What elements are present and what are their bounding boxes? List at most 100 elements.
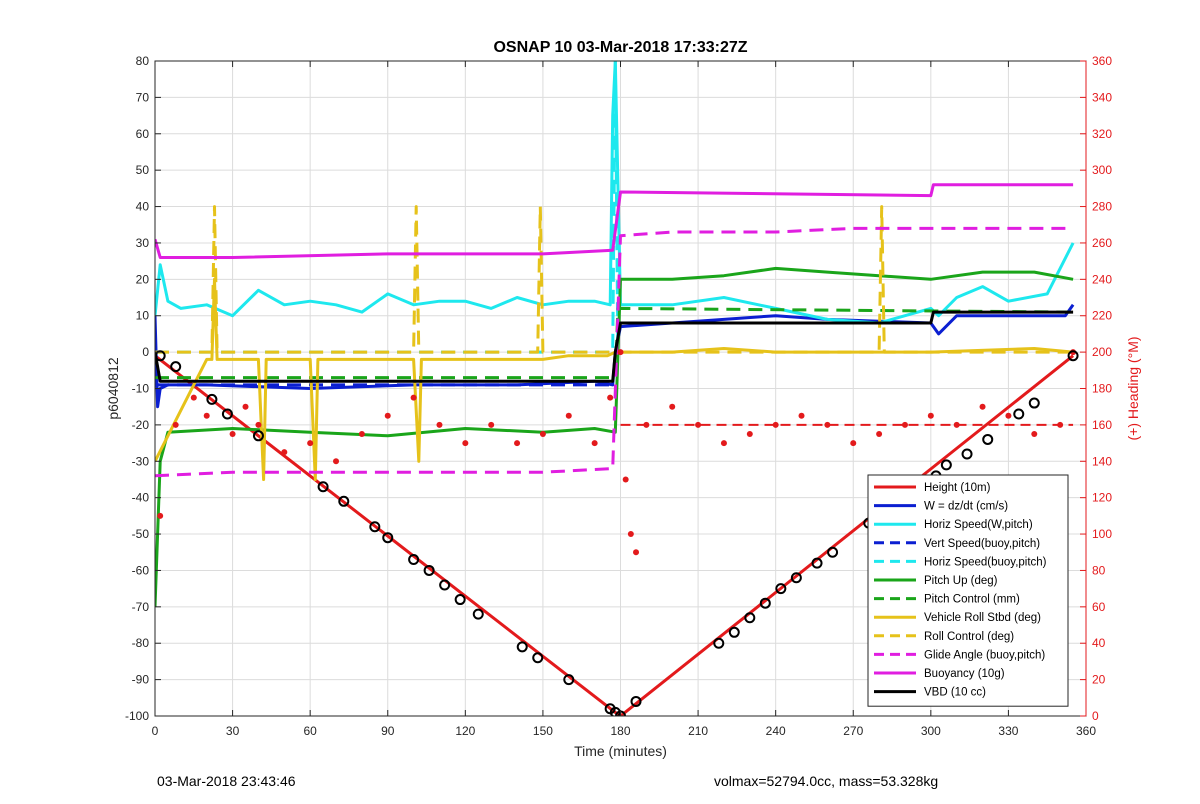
heading-point [462, 440, 469, 447]
series-line-9 [155, 226, 1074, 478]
heading-point [384, 412, 391, 419]
heading-point [695, 421, 702, 428]
y-tick-label: -50 [132, 527, 150, 541]
height-marker [155, 350, 166, 362]
height-marker [532, 652, 544, 664]
height-marker [961, 448, 973, 460]
heading-point [307, 440, 314, 447]
height-marker [454, 594, 466, 606]
legend-label: VBD (10 cc) [924, 687, 986, 699]
y-tick-label: -70 [132, 600, 150, 614]
y-axis-label: p6040812 [105, 357, 121, 420]
height-marker [744, 612, 756, 624]
y-tick-label: 60 [136, 127, 150, 141]
y-tick-label: 20 [136, 272, 150, 286]
legend-label: W = dz/dt (cm/s) [924, 501, 1008, 513]
heading-point [901, 421, 908, 428]
legend-label: Horiz Speed(buoy,pitch) [924, 556, 1047, 568]
legend-label: Height (10m) [924, 482, 991, 494]
height-marker [206, 393, 218, 405]
heading-point [876, 430, 883, 437]
y-tick-label: -80 [132, 636, 150, 650]
height-marker [827, 546, 839, 558]
height-marker [423, 564, 435, 576]
heading-point [927, 412, 934, 419]
y-tick-label: 40 [136, 200, 150, 214]
footer-volmax-mass: volmax=52794.0cc, mass=53.328kg [714, 773, 939, 789]
y-tick-label: -90 [132, 673, 150, 687]
height-marker [439, 579, 451, 591]
heading-point [669, 403, 676, 410]
heading-point [172, 421, 179, 428]
x-tick-label: 330 [998, 724, 1018, 738]
y2-tick-label: 0 [1092, 709, 1099, 723]
height-marker [790, 572, 802, 584]
y2-tick-label: 100 [1092, 527, 1112, 541]
heading-point [358, 430, 365, 437]
heading-point [410, 394, 417, 401]
x-tick-label: 150 [533, 724, 553, 738]
y-tick-label: 70 [136, 90, 150, 104]
x-tick-label: 0 [152, 724, 159, 738]
heading-point [565, 412, 572, 419]
y-tick-label: -10 [132, 382, 150, 396]
y2-tick-label: 360 [1092, 54, 1112, 68]
heading-point [591, 440, 598, 447]
height-marker [170, 361, 182, 373]
heading-point [772, 421, 779, 428]
y-tick-label: 10 [136, 309, 150, 323]
legend-label: Buoyancy (10g) [924, 668, 1005, 680]
height-marker [1013, 408, 1025, 420]
x-tick-label: 300 [921, 724, 941, 738]
height-marker [369, 521, 381, 533]
height-marker [811, 557, 823, 569]
height-marker [630, 695, 642, 707]
y2-tick-label: 80 [1092, 563, 1106, 577]
y-tick-label: -100 [125, 709, 149, 723]
y2-tick-label: 320 [1092, 127, 1112, 141]
legend-label: Vehicle Roll Stbd (deg) [924, 612, 1041, 624]
height-marker [472, 608, 484, 620]
y-tick-label: -30 [132, 454, 150, 468]
height-marker [408, 554, 420, 566]
heading-point [824, 421, 831, 428]
height-marker [221, 408, 233, 420]
height-marker [338, 495, 350, 507]
legend-label: Glide Angle (buoy,pitch) [924, 649, 1045, 661]
y-tick-label: 0 [142, 345, 149, 359]
y2-tick-label: 140 [1092, 454, 1112, 468]
y-tick-label: 80 [136, 54, 150, 68]
y2-tick-label: 220 [1092, 309, 1112, 323]
y2-tick-label: 160 [1092, 418, 1112, 432]
height-marker [516, 641, 528, 653]
heading-point [281, 449, 288, 456]
heading-point [622, 476, 629, 483]
heading-point [633, 549, 640, 556]
heading-point [229, 430, 236, 437]
heading-point [798, 412, 805, 419]
legend-label: Pitch Control (mm) [924, 594, 1020, 606]
y2-tick-label: 40 [1092, 636, 1106, 650]
heading-point [539, 430, 546, 437]
height-marker [563, 674, 575, 686]
heading-point [488, 421, 495, 428]
height-marker [728, 626, 740, 638]
x-tick-label: 210 [688, 724, 708, 738]
heading-point [203, 412, 210, 419]
x-tick-label: 90 [381, 724, 395, 738]
y2-tick-label: 280 [1092, 200, 1112, 214]
heading-point [617, 349, 624, 356]
height-marker [1028, 397, 1040, 409]
x-tick-label: 270 [843, 724, 863, 738]
footer-timestamp: 03-Mar-2018 23:43:46 [157, 773, 296, 789]
heading-point [979, 403, 986, 410]
height-marker [382, 532, 394, 544]
heading-point [436, 421, 443, 428]
legend-label: Pitch Up (deg) [924, 575, 998, 587]
y2-tick-label: 200 [1092, 345, 1112, 359]
heading-point [157, 512, 164, 519]
x-tick-label: 60 [303, 724, 317, 738]
legend-box [867, 474, 1069, 707]
legend: Height (10m) W = dz/dt (cm/s) Horiz Speed(… [867, 474, 1069, 707]
